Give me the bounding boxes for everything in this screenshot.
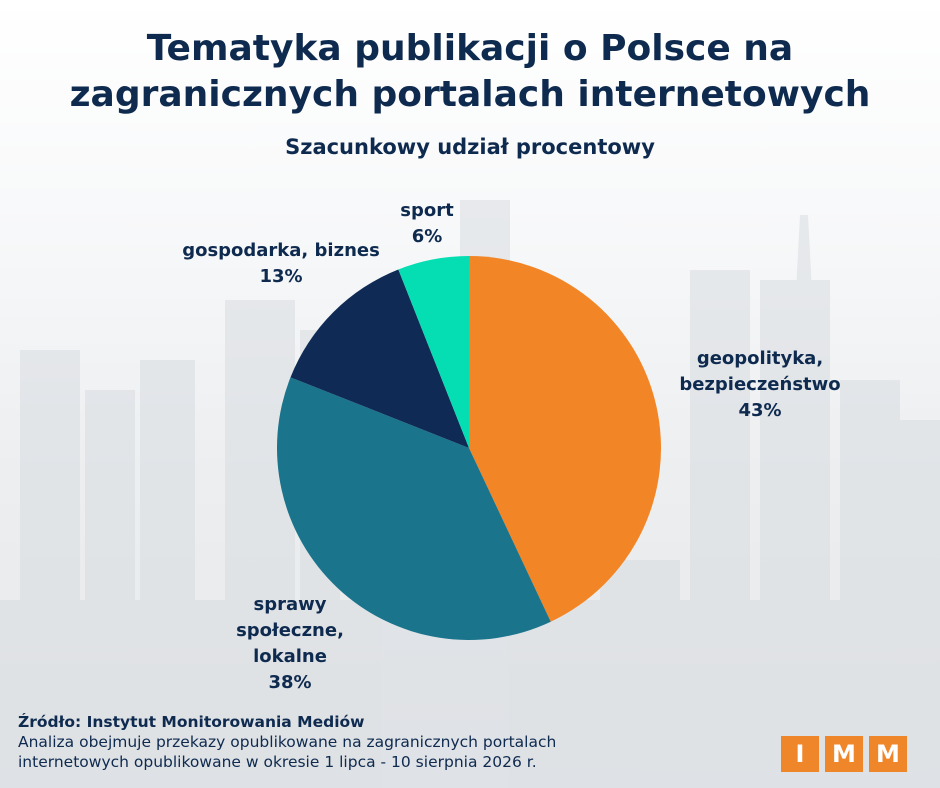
note-line-1: Analiza obejmuje przekazy opublikowane n…: [18, 733, 557, 751]
slice-value-sprawy: 38%: [268, 672, 312, 693]
slice-label-sport-line-1: sport: [400, 200, 454, 221]
chart-subtitle: Szacunkowy udział procentowy: [285, 135, 655, 159]
slice-value-geopolityka: 43%: [738, 400, 782, 421]
logo-letter-m-2: M: [869, 736, 907, 772]
slice-label-gospodarka-line-1: gospodarka, biznes: [182, 240, 380, 261]
imm-logo: I M M: [781, 736, 907, 772]
slice-label-sprawy-line-3: lokalne: [253, 646, 327, 667]
slice-value-gospodarka: 13%: [259, 266, 303, 287]
slice-label-geopolityka-line-2: bezpieczeństwo: [679, 374, 841, 395]
slice-label-geopolityka-line-1: geopolityka,: [696, 348, 824, 369]
pie-slice-sport: [398, 256, 469, 448]
slice-label-gospodarka: gospodarka, biznes 13%: [156, 238, 406, 290]
pie-slice-sprawy-spoleczne: [276, 377, 551, 641]
slice-label-sport: sport 6%: [377, 198, 477, 250]
source-footer: Źródło: Instytut Monitorowania Mediów An…: [18, 712, 718, 772]
slice-label-geopolityka: geopolityka, bezpieczeństwo 43%: [640, 346, 880, 424]
slice-label-sprawy-line-1: sprawy: [253, 594, 327, 615]
logo-letter-i: I: [781, 736, 819, 772]
source-text: Źródło: Instytut Monitorowania Mediów: [18, 713, 365, 731]
note-line-2: internetowych opublikowane w okresie 1 l…: [18, 753, 537, 771]
slice-label-sprawy-line-2: społeczne,: [236, 620, 344, 641]
title-line-2: zagranicznych portalach internetowych: [69, 74, 871, 115]
slice-value-sport: 6%: [411, 226, 443, 247]
pie-slice-geopolityka: [469, 256, 662, 622]
pie-slice-gospodarka: [290, 269, 469, 448]
title-line-1: Tematyka publikacji o Polsce na: [146, 28, 794, 69]
chart-title: Tematyka publikacji o Polsce na zagranic…: [0, 26, 940, 118]
slice-label-sprawy-spoleczne: sprawy społeczne, lokalne 38%: [200, 592, 380, 696]
logo-letter-m-1: M: [825, 736, 863, 772]
